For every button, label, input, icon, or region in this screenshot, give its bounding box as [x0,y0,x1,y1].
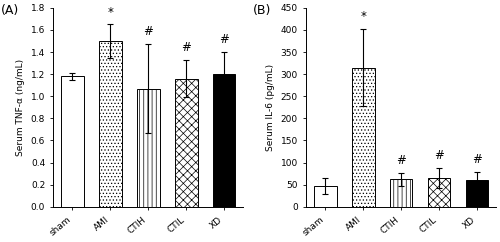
Bar [61,76,84,207]
Bar [175,79,198,207]
Y-axis label: Serum TNF-α (ng/mL): Serum TNF-α (ng/mL) [16,59,25,156]
Bar [137,89,160,207]
Text: #: # [396,154,406,167]
Text: *: * [360,10,366,23]
Text: (B): (B) [253,4,272,17]
Text: #: # [472,153,482,166]
Bar [314,186,336,207]
Bar [99,41,122,207]
Text: #: # [144,25,153,38]
Bar [390,179,412,207]
Text: #: # [219,33,229,46]
Bar [212,74,236,207]
Text: *: * [108,6,114,18]
Text: #: # [434,149,444,162]
Bar [428,178,450,207]
Bar [352,68,374,207]
Y-axis label: Serum IL-6 (pg/mL): Serum IL-6 (pg/mL) [266,64,275,151]
Text: (A): (A) [0,4,18,17]
Bar [466,180,488,207]
Text: #: # [181,41,191,54]
